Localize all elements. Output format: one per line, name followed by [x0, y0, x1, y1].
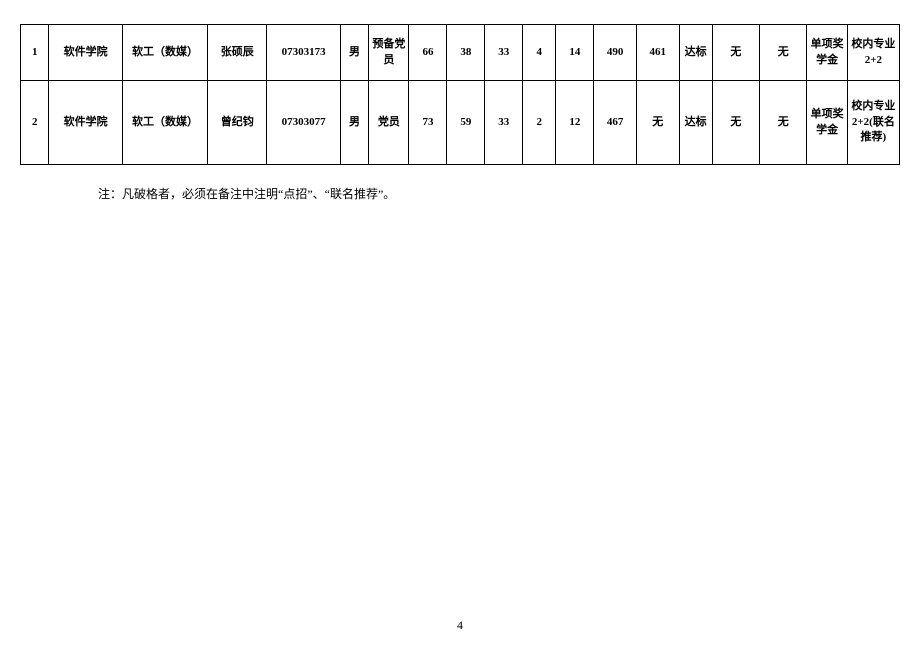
student-table-container: 1 软件学院 软工（数媒） 张硕辰 07303173 男 预备党员 66 38 … [20, 24, 900, 165]
cell-party: 党员 [369, 81, 409, 165]
cell-score6: 490 [594, 25, 637, 81]
cell-score5: 12 [556, 81, 594, 165]
cell-score4: 4 [523, 25, 556, 81]
cell-note: 校内专业2+2(联名推荐) [847, 81, 899, 165]
cell-sid: 07303173 [267, 25, 340, 81]
cell-party: 预备党员 [369, 25, 409, 81]
cell-college: 软件学院 [49, 25, 122, 81]
cell-major: 软工（数媒） [122, 81, 207, 165]
page-number: 4 [0, 618, 920, 633]
cell-a2: 无 [760, 81, 807, 165]
cell-name: 张硕辰 [208, 25, 267, 81]
cell-score3: 33 [485, 25, 523, 81]
cell-college: 软件学院 [49, 81, 122, 165]
cell-score2: 38 [447, 25, 485, 81]
cell-name: 曾纪钧 [208, 81, 267, 165]
cell-sid: 07303077 [267, 81, 340, 165]
footnote-text: 注：凡破格者，必须在备注中注明“点招”、“联名推荐”。 [20, 185, 900, 202]
cell-gender: 男 [340, 25, 368, 81]
table-row: 1 软件学院 软工（数媒） 张硕辰 07303173 男 预备党员 66 38 … [21, 25, 900, 81]
cell-award: 单项奖学金 [807, 25, 847, 81]
cell-score7: 461 [636, 25, 679, 81]
cell-score1: 73 [409, 81, 447, 165]
cell-status: 达标 [679, 81, 712, 165]
cell-idx: 2 [21, 81, 49, 165]
cell-note: 校内专业2+2 [847, 25, 899, 81]
cell-status: 达标 [679, 25, 712, 81]
cell-score3: 33 [485, 81, 523, 165]
cell-award: 单项奖学金 [807, 81, 847, 165]
cell-score6: 467 [594, 81, 637, 165]
cell-a1: 无 [712, 25, 759, 81]
cell-major: 软工（数媒） [122, 25, 207, 81]
cell-score5: 14 [556, 25, 594, 81]
cell-a2: 无 [760, 25, 807, 81]
cell-score1: 66 [409, 25, 447, 81]
table-row: 2 软件学院 软工（数媒） 曾纪钧 07303077 男 党员 73 59 33… [21, 81, 900, 165]
cell-idx: 1 [21, 25, 49, 81]
cell-a1: 无 [712, 81, 759, 165]
cell-score2: 59 [447, 81, 485, 165]
cell-gender: 男 [340, 81, 368, 165]
student-table: 1 软件学院 软工（数媒） 张硕辰 07303173 男 预备党员 66 38 … [20, 24, 900, 165]
cell-score7: 无 [636, 81, 679, 165]
cell-score4: 2 [523, 81, 556, 165]
